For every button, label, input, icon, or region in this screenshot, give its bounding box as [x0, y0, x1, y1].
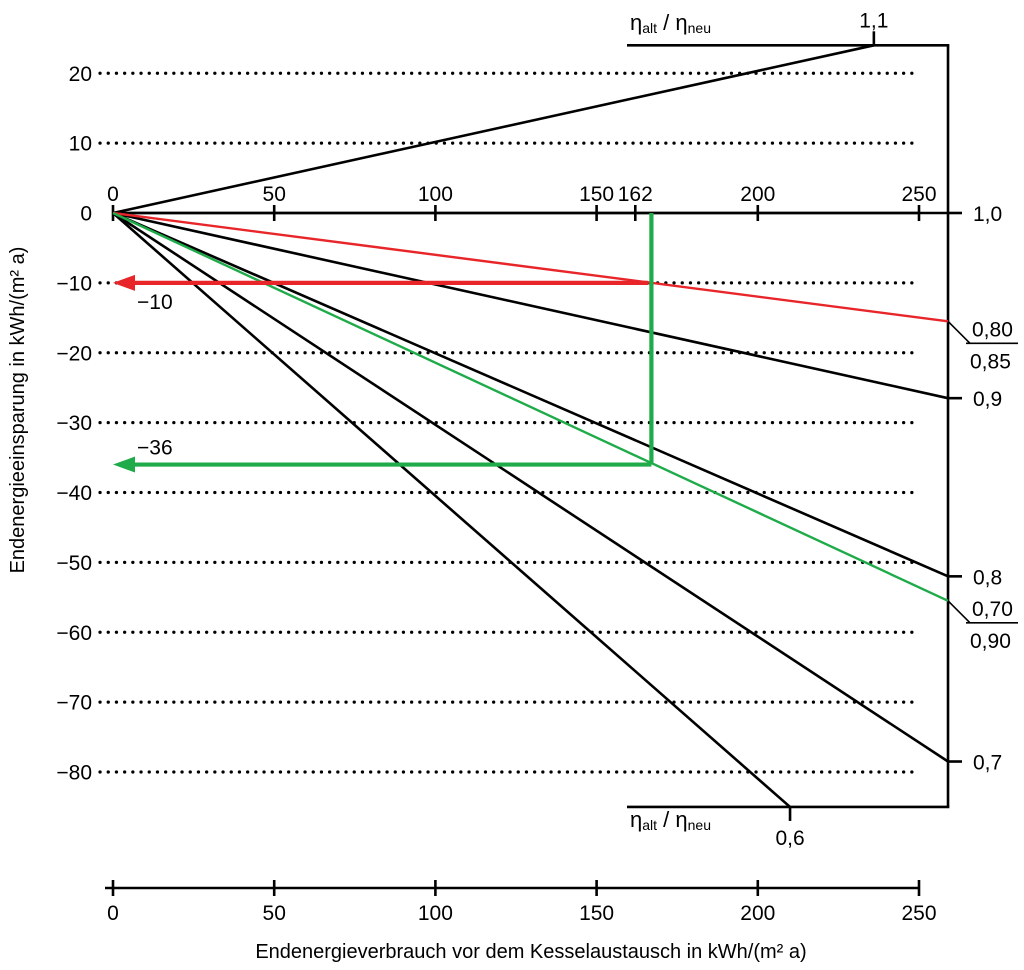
y-axis-title: Endenergieeinsparung in kWh/(m² a): [7, 247, 29, 574]
top-x-tick-label-100: 100: [418, 183, 453, 206]
series-lines: [112, 44, 949, 808]
y-tick-label-10: 10: [69, 133, 92, 156]
series-label-2: 0,9: [973, 388, 1002, 411]
plot-frame: [105, 43, 950, 896]
y-tick-label-20: 20: [69, 63, 92, 86]
eta-symbol: / η: [657, 10, 688, 35]
eta-symbol: η: [630, 10, 642, 35]
y-tick-label--30: −30: [56, 412, 92, 435]
series-label-1: 1,0: [973, 203, 1002, 226]
eta-subscript: neu: [688, 20, 711, 36]
series-line-2: [112, 211, 949, 400]
bottom-x-tick-label-200: 200: [740, 902, 775, 925]
top-x-tick-label-162: 162: [618, 183, 653, 206]
series-line-0: [112, 44, 875, 215]
series-label-connector-7: [947, 600, 971, 624]
annotation-arrow-head-2: [113, 456, 135, 473]
grid-lines: [98, 71, 921, 774]
series-label-4: 0,7: [973, 752, 1002, 775]
y-tick-label--60: −60: [56, 622, 92, 645]
eta-subscript: alt: [642, 817, 657, 833]
annotation-arrow-head-0: [113, 274, 135, 291]
annotation-label-0: −10: [137, 291, 173, 314]
series-label-3: 0,8: [973, 566, 1002, 589]
annotations: −10 −36: [113, 213, 654, 473]
bottom-x-tick-label-250: 250: [901, 902, 936, 925]
top-x-tick-label-150: 150: [579, 183, 614, 206]
bottom-x-tick-label-100: 100: [418, 902, 453, 925]
bottom-x-tick-label-50: 50: [263, 902, 286, 925]
bottom-x-tick-label-150: 150: [579, 902, 614, 925]
y-tick-label--50: −50: [56, 552, 92, 575]
series-label-0: 1,1: [859, 9, 888, 32]
series-line-4: [112, 211, 949, 763]
eta-label-top: ηalt / ηneu: [630, 10, 711, 36]
series-line-5: [112, 212, 791, 808]
eta-subscript: alt: [642, 20, 657, 36]
y-tick-label--80: −80: [56, 762, 92, 785]
eta-symbol: / η: [657, 807, 688, 832]
series-label-top-6: 0,80: [972, 318, 1013, 341]
series-line-7: [112, 211, 949, 602]
top-x-tick-label-250: 250: [901, 183, 936, 206]
annotation-label-2: −36: [137, 437, 173, 460]
top-x-tick-label-0: 0: [107, 183, 119, 206]
y-tick-label--20: −20: [56, 342, 92, 365]
series-label-bottom-6: 0,85: [970, 350, 1011, 373]
bottom-x-tick-label-0: 0: [107, 902, 119, 925]
y-tick-label--40: −40: [56, 482, 92, 505]
series-line-3: [112, 211, 949, 578]
x-axis-title: Endenergieverbrauch vor dem Kesselaustau…: [255, 941, 806, 963]
series-line-6: [112, 211, 949, 323]
top-x-tick-label-200: 200: [740, 183, 775, 206]
series-label-bottom-7: 0,90: [970, 630, 1011, 653]
top-x-tick-label-50: 50: [263, 183, 286, 206]
y-tick-label--10: −10: [56, 272, 92, 295]
eta-symbol: η: [630, 807, 642, 832]
y-tick-label--70: −70: [56, 692, 92, 715]
y-tick-label-0: 0: [80, 203, 92, 226]
eta-subscript: neu: [688, 817, 711, 833]
eta-label-bottom: ηalt / ηneu: [630, 807, 711, 833]
series-label-top-7: 0,70: [972, 598, 1013, 621]
series-label-connector-6: [947, 320, 971, 344]
series-label-5: 0,6: [775, 827, 804, 850]
